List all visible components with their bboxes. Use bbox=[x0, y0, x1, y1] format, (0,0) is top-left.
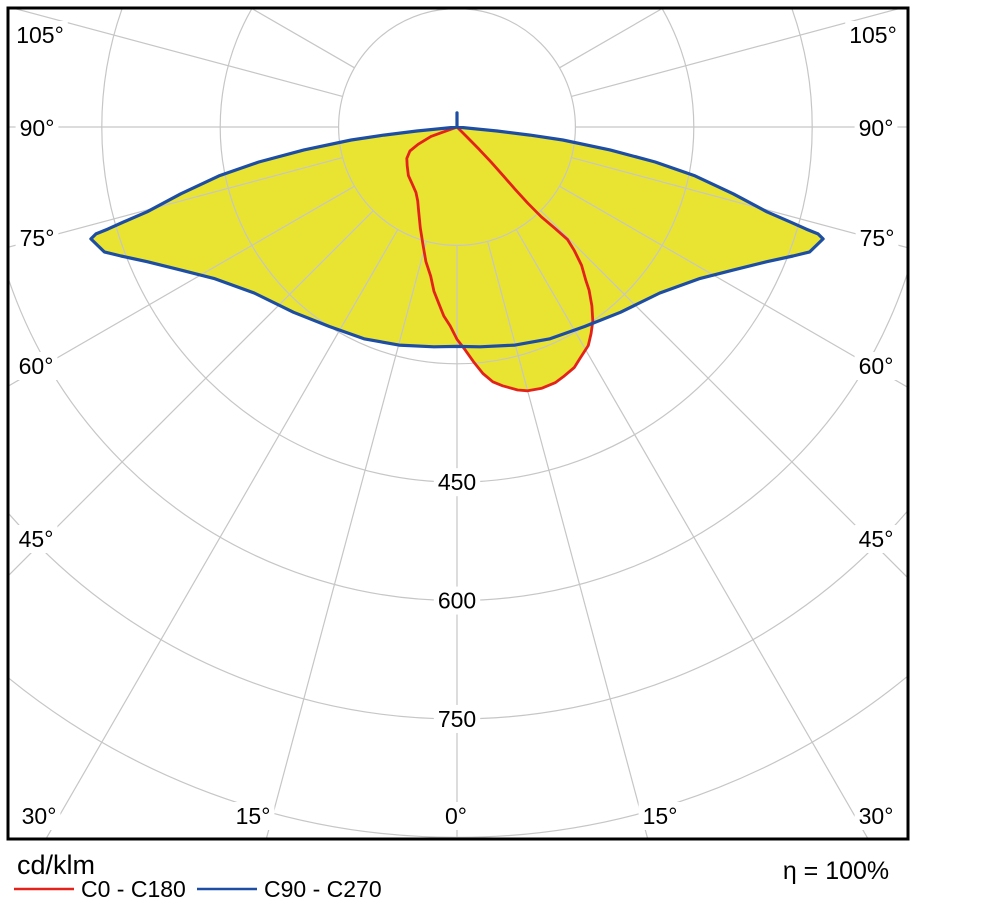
angle-tick-label-bg bbox=[17, 802, 61, 830]
angle-tick-label: 60° bbox=[859, 353, 894, 379]
angle-tick-label: 15° bbox=[236, 803, 271, 829]
series-c90-c270-curve bbox=[89, 111, 825, 349]
angle-tick-label-bg bbox=[638, 802, 682, 830]
angle-tick-label: 30° bbox=[859, 803, 894, 829]
angle-tick-label-bg bbox=[854, 525, 898, 553]
angle-tick-label-bg bbox=[14, 525, 58, 553]
radial-gridline-circle bbox=[9, 676, 907, 838]
angle-tick-label: 90° bbox=[20, 115, 55, 141]
angle-gridline bbox=[540, 210, 907, 578]
angle-tick-label: 15° bbox=[643, 803, 678, 829]
plot-frame bbox=[6, 6, 910, 841]
angle-tick-label: 105° bbox=[849, 22, 897, 48]
angle-tick-label: 105° bbox=[16, 22, 64, 48]
angle-gridline bbox=[571, 157, 907, 249]
radial-tick-label-bg bbox=[433, 704, 481, 733]
angle-gridline bbox=[9, 210, 374, 576]
angle-tick-label: 75° bbox=[20, 225, 55, 251]
radial-tick-label: 450 bbox=[438, 469, 476, 495]
units-label: cd/klm bbox=[17, 850, 95, 880]
radial-tick-label-bg bbox=[433, 586, 481, 615]
angle-tick-label: 30° bbox=[22, 803, 57, 829]
angle-tick-label-bg bbox=[854, 352, 898, 380]
angle-gridline bbox=[9, 157, 343, 248]
angle-tick-label-bg bbox=[441, 802, 471, 830]
angle-tick-label: 60° bbox=[19, 353, 54, 379]
angle-gridline bbox=[46, 229, 399, 838]
angle-tick-label-bg bbox=[15, 114, 59, 142]
angle-gridline bbox=[571, 9, 899, 97]
radial-tick-label: 600 bbox=[438, 588, 476, 614]
angle-tick-label: 45° bbox=[859, 526, 894, 552]
angle-tick-label: 75° bbox=[860, 225, 895, 251]
angle-gridline bbox=[266, 241, 427, 838]
angle-gridline bbox=[559, 9, 662, 69]
angle-tick-label-bg bbox=[14, 352, 58, 380]
tick-label-layer: 105° 90° 75° 60° 45° 30° 15° 0° 15° 30° 45° 60° 75° 9… bbox=[12, 21, 901, 830]
efficiency-label: η = 100% bbox=[783, 857, 889, 885]
angle-tick-label: 0° bbox=[445, 803, 467, 829]
angle-tick-label-bg bbox=[845, 21, 901, 49]
radial-tick-label: 750 bbox=[438, 706, 476, 732]
angle-tick-label-bg bbox=[854, 802, 898, 830]
legend-label-c90-c270: C90 - C270 bbox=[264, 876, 382, 902]
angle-tick-label-bg bbox=[231, 802, 275, 830]
angle-tick-label: 45° bbox=[19, 526, 54, 552]
legend-label-c0-c180: C0 - C180 bbox=[81, 876, 186, 902]
angle-tick-label-bg bbox=[12, 21, 68, 49]
angle-gridline bbox=[15, 9, 343, 97]
series-c0-c180-curve bbox=[405, 125, 595, 393]
angle-tick-label-bg bbox=[854, 114, 898, 142]
angle-gridline bbox=[487, 241, 648, 838]
angle-gridline bbox=[515, 229, 868, 838]
radial-tick-label-bg bbox=[433, 468, 481, 497]
beam-area-fill-c90-c270 bbox=[90, 112, 824, 347]
angle-tick-label: 90° bbox=[859, 115, 894, 141]
angle-tick-label-bg bbox=[855, 224, 899, 252]
curve-layer bbox=[89, 111, 825, 393]
angle-tick-label-bg bbox=[15, 224, 59, 252]
